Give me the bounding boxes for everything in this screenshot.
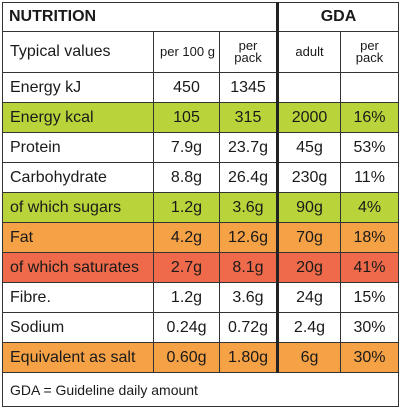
per-100g-value: 1.2g	[153, 192, 220, 223]
per-pack-header: per pack	[219, 31, 278, 73]
per-100g-value: 0.24g	[153, 312, 220, 343]
gda-adult-value: 230g	[276, 162, 341, 193]
gda-percent-value: 11%	[340, 162, 399, 193]
gda-percent-value: 41%	[340, 252, 399, 283]
per-100g-value: 8.8g	[153, 162, 220, 193]
gda-percent-value: 16%	[340, 102, 399, 133]
per-100g-value: 1.2g	[153, 282, 220, 313]
nutrient-label: Fibre.	[2, 282, 154, 313]
per-100g-value: 0.60g	[153, 342, 220, 373]
nutrient-label: Protein	[2, 132, 154, 163]
gda-adult-value: 70g	[276, 222, 341, 253]
nutrient-label: of which sugars	[2, 192, 154, 223]
nutrient-label: Energy kJ	[2, 72, 154, 103]
gda-adult-value	[276, 72, 341, 103]
per-100g-value: 4.2g	[153, 222, 220, 253]
nutrient-label: Sodium	[2, 312, 154, 343]
nutrient-label: Carbohydrate	[2, 162, 154, 193]
per-100g-value: 450	[153, 72, 220, 103]
footer-row: GDA = Guideline daily amount	[2, 372, 399, 407]
per-pack-value: 3.6g	[219, 282, 278, 313]
nutrient-row: Energy kJ 450 1345	[2, 72, 399, 103]
per-pack-value: 23.7g	[219, 132, 278, 163]
nutrient-row: Equivalent as salt 0.60g 1.80g 6g 30%	[2, 342, 399, 373]
nutrient-label: Equivalent as salt	[2, 342, 154, 373]
adult-header: adult	[276, 31, 341, 73]
gda-percent-value: 18%	[340, 222, 399, 253]
per-pack-value: 26.4g	[219, 162, 278, 193]
gda-adult-value: 2.4g	[276, 312, 341, 343]
nutrient-label: of which saturates	[2, 252, 154, 283]
gda-footnote: GDA = Guideline daily amount	[2, 372, 399, 407]
gda-adult-value: 20g	[276, 252, 341, 283]
gda-percent-value: 53%	[340, 132, 399, 163]
nutrient-row: Protein 7.9g 23.7g 45g 53%	[2, 132, 399, 163]
gda-heading: GDA	[276, 2, 399, 32]
per-pack-value: 1.80g	[219, 342, 278, 373]
table-header-row: NUTRITION GDA	[2, 2, 399, 32]
gda-adult-value: 2000	[276, 102, 341, 133]
per-pack-value: 3.6g	[219, 192, 278, 223]
gda-percent-value: 15%	[340, 282, 399, 313]
nutrient-label: Energy kcal	[2, 102, 154, 133]
per-100g-value: 7.9g	[153, 132, 220, 163]
gda-adult-value: 6g	[276, 342, 341, 373]
nutrient-row: of which saturates 2.7g 8.1g 20g 41%	[2, 252, 399, 283]
per-pack-value: 12.6g	[219, 222, 278, 253]
nutrient-row: Sodium 0.24g 0.72g 2.4g 30%	[2, 312, 399, 343]
per-pack-value: 315	[219, 102, 278, 133]
gda-percent-value	[340, 72, 399, 103]
per-100g-header: per 100 g	[153, 31, 220, 73]
gda-percent-value: 30%	[340, 312, 399, 343]
per-pack-value: 1345	[219, 72, 278, 103]
typical-values-header: Typical values	[2, 31, 154, 73]
gda-percent-value: 30%	[340, 342, 399, 373]
nutrient-rows: Energy kJ 450 1345 Energy kcal 105 315 2000 16%…	[2, 72, 399, 373]
per-100g-value: 105	[153, 102, 220, 133]
nutrition-heading: NUTRITION	[2, 2, 278, 32]
gda-adult-value: 90g	[276, 192, 341, 223]
nutrient-row: of which sugars 1.2g 3.6g 90g 4%	[2, 192, 399, 223]
gda-adult-value: 24g	[276, 282, 341, 313]
nutrient-row: Fat 4.2g 12.6g 70g 18%	[2, 222, 399, 253]
nutrient-label: Fat	[2, 222, 154, 253]
column-header-row: Typical values per 100 g per pack adult …	[2, 31, 399, 73]
gda-per-pack-header: per pack	[340, 31, 399, 73]
nutrient-row: Carbohydrate 8.8g 26.4g 230g 11%	[2, 162, 399, 193]
gda-adult-value: 45g	[276, 132, 341, 163]
gda-percent-value: 4%	[340, 192, 399, 223]
per-100g-value: 2.7g	[153, 252, 220, 283]
nutrient-row: Energy kcal 105 315 2000 16%	[2, 102, 399, 133]
nutrient-row: Fibre. 1.2g 3.6g 24g 15%	[2, 282, 399, 313]
per-pack-value: 0.72g	[219, 312, 278, 343]
per-pack-value: 8.1g	[219, 252, 278, 283]
